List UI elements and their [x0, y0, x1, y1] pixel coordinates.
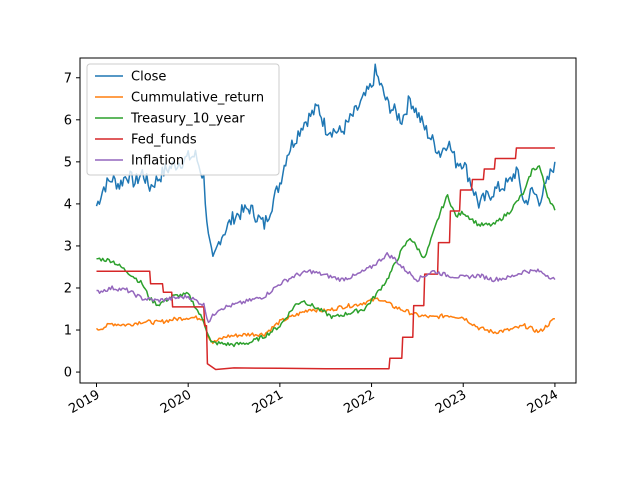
y-tick-label: 7	[64, 71, 72, 86]
legend-entry-label: Inflation	[131, 154, 184, 169]
y-axis: 0 1 2 3 4 5 6 7	[64, 71, 80, 381]
y-tick-label: 5	[64, 155, 72, 170]
legend-entry-label: Close	[131, 70, 166, 85]
series-line-fed-funds	[96, 147, 555, 371]
y-tick-label: 2	[64, 281, 72, 296]
plot-frame	[79, 57, 577, 384]
y-tick-label: 3	[64, 239, 72, 254]
y-tick-label: 1	[64, 324, 72, 339]
legend-box	[86, 63, 280, 176]
y-tick-label: 0	[64, 366, 72, 381]
legend: Close Cummulative_return Treasury_10_year F…	[86, 63, 280, 176]
series-line-inflation	[96, 252, 556, 324]
y-tick-label: 6	[64, 113, 72, 128]
legend-entry-label: Fed_funds	[131, 133, 197, 148]
y-tick-label: 4	[64, 197, 72, 212]
legend-entry-label: Cummulative_return	[131, 91, 264, 106]
legend-entry-label: Treasury_10_year	[130, 112, 245, 127]
